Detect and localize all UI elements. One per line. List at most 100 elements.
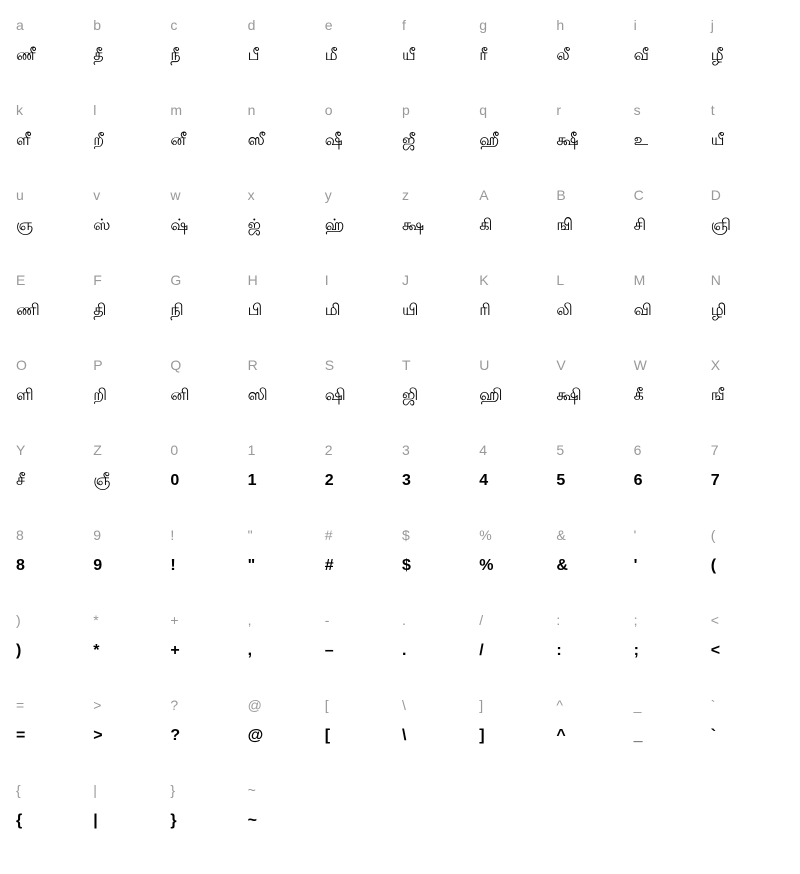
glyph-value: @ <box>248 726 325 745</box>
glyph-key: 3 <box>402 437 479 471</box>
glyph-key: m <box>170 97 247 131</box>
glyph-key: I <box>325 267 402 301</box>
glyph-key: 5 <box>556 437 633 471</box>
glyph-key: N <box>711 267 788 301</box>
glyph-key: } <box>170 777 247 811</box>
glyph-value: ' <box>634 556 711 575</box>
glyph-key: J <box>402 267 479 301</box>
glyph-value: ` <box>711 726 788 745</box>
glyph-key: l <box>93 97 170 131</box>
glyph-key: f <box>402 12 479 46</box>
glyph-value: ழீ <box>711 46 788 65</box>
glyph-key: D <box>711 182 788 216</box>
glyph-key: x <box>248 182 325 216</box>
glyph-cell: Eணி <box>16 267 93 352</box>
glyph-key: w <box>170 182 247 216</box>
glyph-value: ஷி <box>325 386 402 405</box>
glyph-key: _ <box>634 692 711 726</box>
glyph-value: ; <box>634 641 711 660</box>
glyph-key: U <box>479 352 556 386</box>
glyph-value: ஷ் <box>170 216 247 235</box>
glyph-key: \ <box>402 692 479 726</box>
glyph-value: * <box>93 641 170 660</box>
glyph-cell: rக்ஷீ <box>556 97 633 182</box>
glyph-cell: kளீ <box>16 97 93 182</box>
glyph-key: P <box>93 352 170 386</box>
glyph-value: > <box>93 726 170 745</box>
glyph-cell: (( <box>711 522 788 607</box>
glyph-key: 0 <box>170 437 247 471</box>
glyph-value: ஸீ <box>248 131 325 150</box>
glyph-cell: 77 <box>711 437 788 522</box>
glyph-value: ஹ் <box>325 216 402 235</box>
glyph-value: 3 <box>402 471 479 490</box>
glyph-cell: bதீ <box>93 12 170 97</box>
glyph-cell: )) <box>16 607 93 692</box>
glyph-cell: %% <box>479 522 556 607</box>
glyph-cell: ^^ <box>556 692 633 777</box>
glyph-value: ழி <box>711 301 788 320</box>
glyph-cell: yஹ் <box>325 182 402 267</box>
glyph-cell: {{ <box>16 777 93 862</box>
glyph-value: { <box>16 811 93 830</box>
glyph-value: = <box>16 726 93 745</box>
glyph-cell: 33 <box>402 437 479 522</box>
glyph-key: k <box>16 97 93 131</box>
glyph-value: ஜ் <box>248 216 325 235</box>
glyph-value: | <box>93 811 170 830</box>
glyph-cell: hலீ <box>556 12 633 97</box>
glyph-cell: \\ <box>402 692 479 777</box>
glyph-cell: Fதி <box>93 267 170 352</box>
glyph-cell: 11 <box>248 437 325 522</box>
glyph-value: கீ <box>634 386 711 405</box>
glyph-value: ஸி <box>248 386 325 405</box>
glyph-cell: Vக்ஷி <box>556 352 633 437</box>
glyph-value: 8 <box>16 556 93 575</box>
glyph-cell: Uஹி <box>479 352 556 437</box>
glyph-cell: cநீ <box>170 12 247 97</box>
glyph-value: ஷீ <box>325 131 402 150</box>
glyph-key: ~ <box>248 777 325 811</box>
glyph-key: 7 <box>711 437 788 471</box>
glyph-value: வி <box>634 301 711 320</box>
glyph-key: < <box>711 607 788 641</box>
glyph-cell: Wகீ <box>634 352 711 437</box>
glyph-key: u <box>16 182 93 216</box>
glyph-cell: $$ <box>402 522 479 607</box>
glyph-value: றி <box>93 386 170 405</box>
glyph-value: . <box>402 641 479 660</box>
glyph-value: ( <box>711 556 788 575</box>
glyph-value: – <box>325 641 402 660</box>
glyph-value: : <box>556 641 633 660</box>
glyph-value: ! <box>170 556 247 575</box>
glyph-cell: :: <box>556 607 633 692</box>
glyph-cell: ** <box>93 607 170 692</box>
glyph-key: - <box>325 607 402 641</box>
glyph-value: பி <box>248 301 325 320</box>
glyph-cell: Gநி <box>170 267 247 352</box>
glyph-value: ஸ் <box>93 216 170 235</box>
glyph-value: _ <box>634 726 711 745</box>
glyph-value: ஞி <box>711 216 788 235</box>
glyph-value: ஹி <box>479 386 556 405</box>
glyph-cell: Lலி <box>556 267 633 352</box>
glyph-key: + <box>170 607 247 641</box>
glyph-key: Y <box>16 437 93 471</box>
glyph-key: & <box>556 522 633 556</box>
glyph-cell: oஷீ <box>325 97 402 182</box>
glyph-key: a <box>16 12 93 46</box>
glyph-cell: eமீ <box>325 12 402 97</box>
glyph-value: \ <box>402 726 479 745</box>
glyph-key: 4 <box>479 437 556 471</box>
glyph-value: ஜி <box>402 386 479 405</box>
glyph-value: ஙீ <box>711 386 788 405</box>
glyph-key: ? <box>170 692 247 726</box>
glyph-value: ரீ <box>479 46 556 65</box>
glyph-key: 6 <box>634 437 711 471</box>
glyph-cell: xஜ் <box>248 182 325 267</box>
glyph-cell: Bஙி <box>556 182 633 267</box>
glyph-key: O <box>16 352 93 386</box>
glyph-key: g <box>479 12 556 46</box>
glyph-value: 6 <box>634 471 711 490</box>
glyph-key: ; <box>634 607 711 641</box>
